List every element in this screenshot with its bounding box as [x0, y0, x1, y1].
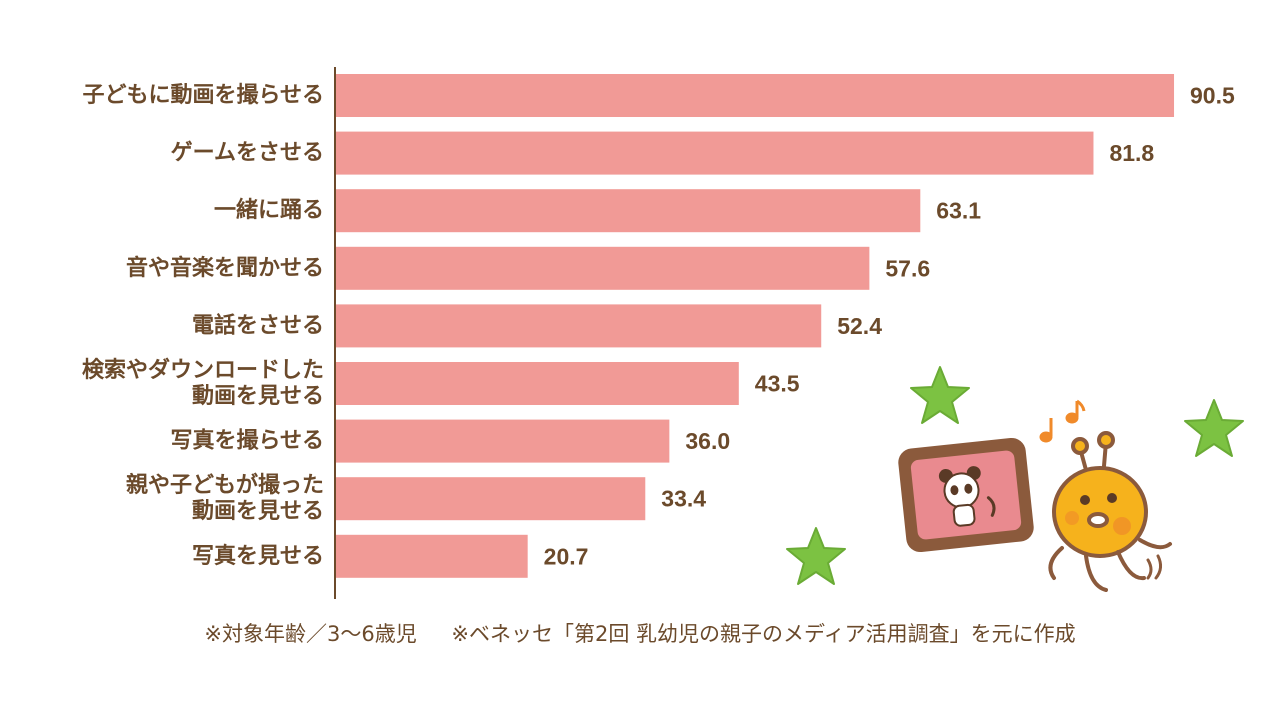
star-icon [786, 527, 846, 585]
footnote: ※対象年齢／3〜6歳児 ※ベネッセ「第2回 乳幼児の親子のメディア活用調査」を元… [0, 618, 1280, 648]
panda-icon [938, 466, 996, 527]
star-icon [1184, 399, 1244, 457]
bar [336, 131, 1094, 175]
star-icon [910, 366, 970, 424]
bar [336, 477, 646, 521]
music-note-icon [1065, 399, 1086, 424]
value-labels-group: 90.5 81.8 63.1 57.6 52.4 43.5 36.0 33.4 20.7 [544, 83, 1235, 570]
value-label: 63.1 [936, 198, 981, 224]
bar [336, 534, 528, 578]
category-label: 電話をさせる [192, 312, 324, 338]
footnote-target-age: ※対象年齢／3〜6歳児 [204, 622, 417, 646]
footnote-source: ※ベネッセ「第2回 乳幼児の親子のメディア活用調査」を元に作成 [451, 622, 1076, 646]
category-label: ゲームをさせる [171, 141, 324, 166]
category-label: 一緒に踊る [214, 197, 324, 223]
giraffe-character-icon [1048, 431, 1172, 592]
category-label: 音や音楽を聞かせる [126, 255, 324, 281]
value-label: 81.8 [1109, 140, 1154, 166]
bar [336, 362, 739, 405]
bar [336, 189, 921, 233]
value-label: 36.0 [685, 428, 730, 454]
value-label: 90.5 [1190, 83, 1235, 109]
bars-group [336, 74, 1175, 578]
bar [336, 246, 870, 290]
photo-frame-icon [898, 437, 1034, 553]
music-note-icon [1039, 418, 1053, 443]
category-label: 動画を見せる [192, 384, 324, 409]
value-label: 43.5 [755, 371, 800, 397]
value-label: 20.7 [544, 543, 589, 569]
bar [336, 74, 1175, 117]
value-label: 52.4 [837, 313, 882, 339]
value-label: 33.4 [661, 486, 706, 512]
category-label: 親や子どもが撮った [126, 472, 324, 498]
category-label: 動画を見せる [192, 499, 324, 524]
category-label: 検索やダウンロードした [82, 357, 324, 383]
category-label: 子どもに動画を撮らせる [82, 82, 324, 108]
value-label: 57.6 [885, 255, 930, 281]
bar [336, 304, 822, 348]
category-labels-group: 子どもに動画を撮らせるゲームをさせる一緒に踊る音や音楽を聞かせる電話をさせる検索… [82, 82, 324, 569]
category-label: 写真を撮らせる [170, 428, 324, 454]
category-label: 写真を見せる [192, 543, 324, 569]
bar [336, 419, 670, 463]
